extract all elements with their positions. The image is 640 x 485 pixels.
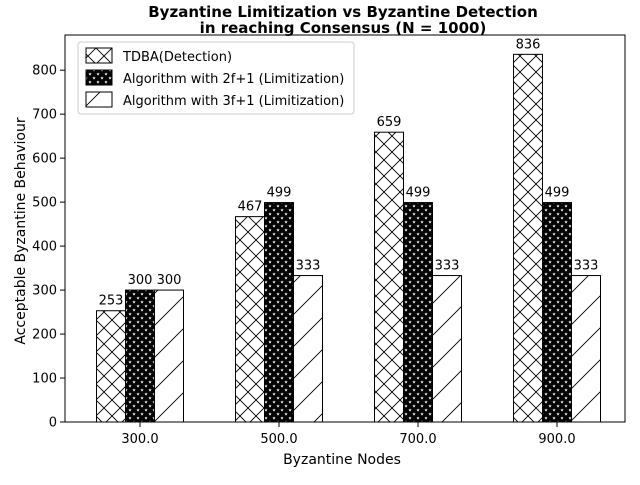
legend-label-2f1: Algorithm with 2f+1 (Limitization) [123,72,344,87]
y-tick-label: 800 [32,64,57,79]
bar-series-0-cat-2 [374,131,404,423]
bar-value-label: 659 [377,115,402,130]
x-tick-label: 300.0 [121,432,158,447]
bar-series-0-cat-0 [96,310,126,423]
y-tick-label: 200 [32,328,57,343]
y-tick-label: 400 [32,240,57,255]
legend: TDBA(Detection) Algorithm with 2f+1 (Lim… [77,41,355,115]
legend-label-3f1: Algorithm with 3f+1 (Limitization) [123,94,344,109]
x-tick-label: 700.0 [399,432,436,447]
legend-swatch-2f1 [85,69,113,86]
y-axis-ticks: 0 100 200 300 400 500 600 700 800 [32,64,65,431]
bar-series-1-cat-2 [403,202,433,423]
bar-series-0-cat-3 [513,53,543,423]
y-tick-label: 600 [32,152,57,167]
bar-value-label: 333 [435,259,460,274]
plot-frame [64,34,626,423]
bar-value-label: 499 [406,186,431,201]
y-tick-label: 0 [49,416,57,431]
bar-series-2-cat-1 [293,275,323,423]
bar-value-label: 333 [296,259,321,274]
chart-title: Byzantine Limitization vs Byzantine Dete… [148,3,538,21]
chart-subtitle: in reaching Consensus (N = 1000) [200,19,487,37]
y-tick-label: 500 [32,196,57,211]
bar-series-1-cat-3 [542,202,572,423]
y-tick-label: 300 [32,284,57,299]
bar-value-label: 300 [157,273,182,288]
legend-swatch-tdba [85,47,113,64]
bar-value-label: 836 [516,37,541,52]
x-tick-label: 900.0 [538,432,575,447]
bar-series-1-cat-1 [264,202,294,423]
bar-series-2-cat-3 [571,275,601,423]
y-tick-label: 100 [32,372,57,387]
x-axis-label: Byzantine Nodes [283,452,401,468]
bar-value-label: 467 [238,200,263,215]
legend-swatch-3f1 [85,91,113,108]
bar-value-label: 499 [545,186,570,201]
value-labels-layer: 253 467 659 836 300 499 499 499 300 333 333 333 [99,37,599,308]
y-tick-label: 700 [32,108,57,123]
x-axis-ticks: 300.0 500.0 700.0 900.0 [121,422,576,447]
bar-series-2-cat-0 [154,289,184,423]
bar-series-0-cat-1 [235,216,265,423]
legend-box [77,41,355,115]
y-axis-label: Acceptable Byzantine Behaviour [13,117,29,344]
legend-label-tdba: TDBA(Detection) [122,50,232,65]
bars-layer [96,53,601,423]
bar-series-1-cat-0 [125,289,155,423]
bar-value-label: 253 [99,294,124,309]
bar-value-label: 300 [128,273,153,288]
bar-series-2-cat-2 [432,275,462,423]
x-tick-label: 500.0 [260,432,297,447]
bar-value-label: 499 [267,186,292,201]
bar-value-label: 333 [574,259,599,274]
